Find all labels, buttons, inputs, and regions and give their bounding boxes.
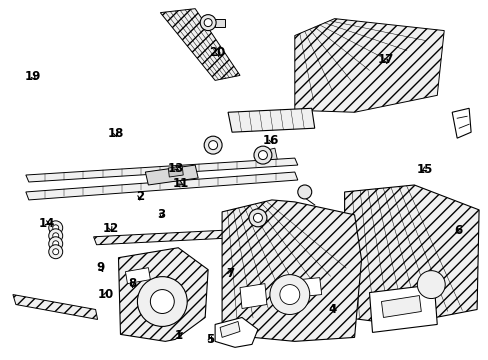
Polygon shape	[266, 148, 277, 165]
Polygon shape	[13, 294, 98, 319]
Polygon shape	[222, 200, 361, 341]
Circle shape	[49, 245, 62, 259]
Text: 7: 7	[225, 267, 233, 280]
Circle shape	[253, 213, 262, 222]
Text: 6: 6	[454, 224, 462, 237]
Circle shape	[203, 19, 212, 27]
Polygon shape	[329, 250, 359, 270]
Circle shape	[49, 221, 62, 235]
Text: 19: 19	[24, 69, 41, 82]
Polygon shape	[26, 172, 297, 200]
Polygon shape	[251, 222, 265, 234]
Circle shape	[49, 237, 62, 251]
Circle shape	[53, 249, 59, 255]
Text: 14: 14	[39, 216, 55, 230]
Text: 15: 15	[416, 163, 432, 176]
Circle shape	[416, 271, 444, 298]
Text: 5: 5	[206, 333, 214, 346]
Text: 11: 11	[173, 177, 189, 190]
Circle shape	[279, 285, 299, 305]
Polygon shape	[125, 268, 150, 284]
Text: 12: 12	[102, 222, 119, 235]
Text: 10: 10	[97, 288, 114, 301]
Text: 9: 9	[97, 261, 105, 274]
Circle shape	[137, 276, 187, 327]
Circle shape	[253, 146, 271, 164]
Polygon shape	[240, 284, 266, 309]
Polygon shape	[26, 158, 297, 182]
Text: 4: 4	[327, 303, 336, 316]
Circle shape	[208, 141, 217, 150]
Circle shape	[297, 185, 311, 199]
Polygon shape	[294, 19, 443, 112]
Circle shape	[203, 136, 222, 154]
Circle shape	[269, 275, 309, 315]
Polygon shape	[227, 108, 314, 132]
Circle shape	[53, 233, 59, 239]
Polygon shape	[451, 108, 470, 138]
Polygon shape	[215, 19, 224, 27]
Polygon shape	[168, 166, 183, 177]
Circle shape	[258, 150, 267, 159]
Text: 17: 17	[377, 53, 393, 66]
Circle shape	[150, 289, 174, 314]
Text: 18: 18	[107, 127, 123, 140]
Text: 1: 1	[174, 329, 183, 342]
Text: 20: 20	[209, 46, 225, 59]
Text: 2: 2	[136, 190, 143, 203]
Circle shape	[53, 241, 59, 247]
Text: 3: 3	[157, 208, 165, 221]
Text: 8: 8	[128, 278, 136, 291]
Polygon shape	[327, 226, 349, 244]
Text: 13: 13	[168, 162, 184, 175]
Circle shape	[53, 225, 59, 231]
Polygon shape	[145, 165, 198, 185]
Polygon shape	[369, 285, 436, 332]
Text: 16: 16	[263, 134, 279, 147]
Polygon shape	[381, 296, 421, 318]
Polygon shape	[299, 278, 321, 297]
Polygon shape	[220, 321, 240, 337]
Polygon shape	[160, 9, 240, 80]
Circle shape	[200, 15, 216, 31]
Polygon shape	[118, 248, 208, 341]
Polygon shape	[93, 228, 273, 245]
Circle shape	[248, 209, 266, 227]
Polygon shape	[215, 318, 258, 347]
Circle shape	[49, 229, 62, 243]
Polygon shape	[344, 185, 478, 324]
